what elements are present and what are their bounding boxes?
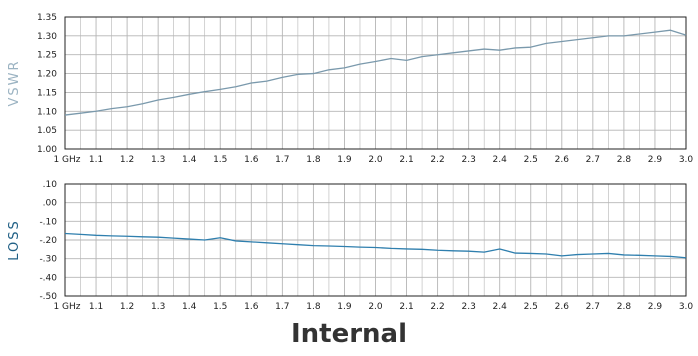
vswr-y-tick-label: 1.15 <box>37 88 57 98</box>
loss-y-tick-label: .00 <box>43 199 58 209</box>
vswr-x-tick-label: 2.9 <box>648 155 663 165</box>
loss-y-axis-label: LOSS <box>7 219 22 261</box>
loss-x-tick-label: 2.3 <box>461 302 475 312</box>
loss-x-tick-label: 1.6 <box>244 302 259 312</box>
vswr-x-tick-label: 2.7 <box>586 155 600 165</box>
loss-x-tick-label: 1.1 <box>89 302 103 312</box>
vswr-plot-frame <box>64 16 687 150</box>
loss-x-tick-label: 1.4 <box>182 302 197 312</box>
vswr-x-tick-label: 1.7 <box>275 155 289 165</box>
loss-x-tick-label: 2.8 <box>617 302 632 312</box>
loss-y-tick-label: .10 <box>43 180 58 190</box>
vswr-x-tick-label: 2.0 <box>368 155 383 165</box>
vswr-x-tick-label: 2.1 <box>399 155 413 165</box>
loss-y-tick-label: -.40 <box>39 273 57 283</box>
vswr-y-axis-label: VSWR <box>7 59 22 106</box>
loss-x-tick-label: 1.8 <box>306 302 321 312</box>
loss-x-tick-label: 1.5 <box>213 302 227 312</box>
loss-x-tick-label: 2.2 <box>430 302 444 312</box>
loss-series-line <box>64 232 687 259</box>
loss-x-tick-label: 2.4 <box>493 302 508 312</box>
loss-x-tick-label: 2.6 <box>555 302 570 312</box>
vswr-x-tick-label: 1.4 <box>182 155 197 165</box>
loss-x-tick-label: 2.1 <box>399 302 413 312</box>
loss-x-tick-label: 1.2 <box>120 302 134 312</box>
loss-y-tick-label: -.10 <box>39 217 57 227</box>
vswr-x-tick-label: 3.0 <box>679 155 694 165</box>
vswr-y-tick-label: 1.35 <box>37 13 57 23</box>
vswr-x-tick-label: 2.4 <box>493 155 508 165</box>
vswr-series-line <box>64 29 687 116</box>
vswr-y-tick-label: 1.10 <box>37 107 57 117</box>
loss-plot-frame <box>64 183 687 297</box>
loss-y-tick-label: -.50 <box>39 292 57 302</box>
vswr-x-tick-label: 1.9 <box>337 155 352 165</box>
vswr-x-tick-label: 1.1 <box>89 155 103 165</box>
vswr-x-tick-label: 1.3 <box>151 155 165 165</box>
chart-caption: Internal <box>290 319 408 349</box>
loss-x-tick-label: 1 GHz <box>53 302 80 312</box>
loss-x-tick-label: 1.7 <box>275 302 289 312</box>
vswr-x-tick-label: 1 GHz <box>53 155 80 165</box>
loss-x-tick-label: 2.5 <box>524 302 538 312</box>
loss-x-tick-label: 2.9 <box>648 302 663 312</box>
loss-y-tick-label: -.20 <box>39 236 57 246</box>
vswr-x-tick-label: 2.8 <box>617 155 632 165</box>
loss-x-tick-label: 3.0 <box>679 302 694 312</box>
loss-x-tick-label: 1.3 <box>151 302 165 312</box>
vswr-y-tick-label: 1.00 <box>37 145 57 155</box>
vswr-x-tick-label: 2.5 <box>524 155 538 165</box>
vswr-y-tick-label: 1.25 <box>37 51 57 61</box>
vswr-x-tick-label: 2.3 <box>461 155 475 165</box>
vswr-x-tick-label: 1.8 <box>306 155 321 165</box>
vswr-y-tick-label: 1.05 <box>37 126 57 136</box>
loss-x-tick-label: 2.0 <box>368 302 383 312</box>
loss-x-tick-label: 1.9 <box>337 302 352 312</box>
vswr-x-tick-label: 2.2 <box>430 155 444 165</box>
vswr-x-tick-label: 1.5 <box>213 155 227 165</box>
vswr-x-tick-label: 2.6 <box>555 155 570 165</box>
vswr-x-tick-label: 1.6 <box>244 155 259 165</box>
vswr-y-tick-label: 1.30 <box>37 32 57 42</box>
loss-x-tick-label: 2.7 <box>586 302 600 312</box>
vswr-x-tick-label: 1.2 <box>120 155 134 165</box>
loss-y-tick-label: -.30 <box>39 255 57 265</box>
vswr-y-tick-label: 1.20 <box>37 70 57 80</box>
